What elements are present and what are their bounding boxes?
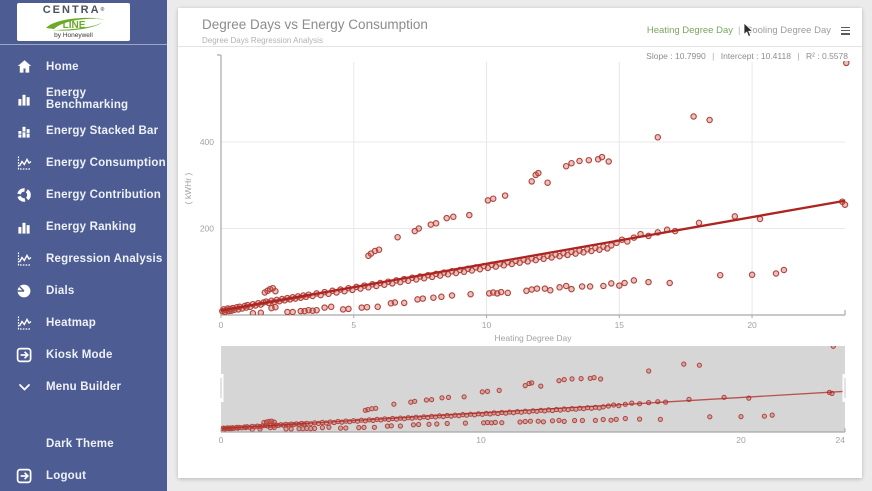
sidebar-item-regression-analysis[interactable]: Regression Analysis xyxy=(0,243,167,275)
svg-text:( kWHr ): ( kWHr ) xyxy=(183,173,193,205)
cooling-degree-day-link[interactable]: Cooling Degree Day xyxy=(745,25,831,36)
sidebar-item-energy-ranking[interactable]: Energy Ranking xyxy=(0,211,167,243)
home-icon xyxy=(14,58,34,76)
sidebar-item-dials[interactable]: Dials xyxy=(0,275,167,307)
svg-text:0: 0 xyxy=(219,435,224,445)
sidebar-item-home[interactable]: Home xyxy=(0,51,167,83)
brand-swoosh: LINE xyxy=(17,16,130,31)
sidebar-item-energy-consumption[interactable]: Energy Consumption xyxy=(0,147,167,179)
sidebar-item-label: Energy Contribution xyxy=(46,189,161,201)
svg-text:20: 20 xyxy=(747,320,757,330)
bar-chart-icon xyxy=(14,218,34,236)
stacked-bar-icon xyxy=(14,122,34,140)
heating-degree-day-link[interactable]: Heating Degree Day xyxy=(646,25,733,36)
sidebar-item-label: Energy Benchmarking xyxy=(46,87,129,111)
navigator-chart[interactable]: 0 10 20 24 xyxy=(178,344,862,448)
svg-text:10: 10 xyxy=(482,320,492,330)
chart-card: Degree Days vs Energy Consumption Degree… xyxy=(178,8,862,478)
sidebar-item-label: Energy Ranking xyxy=(46,221,137,233)
sidebar-item-label: Menu Builder xyxy=(46,381,122,393)
sidebar-item-energy-stacked-bar[interactable]: Energy Stacked Bar xyxy=(0,115,167,147)
sidebar-nav: Home Energy Benchmarking Energy Stacked Ba… xyxy=(0,51,167,403)
sidebar-item-dark-theme[interactable]: Dark Theme xyxy=(0,428,167,460)
svg-text:200: 200 xyxy=(200,224,214,234)
svg-text:20: 20 xyxy=(736,435,746,445)
sidebar-item-energy-benchmarking[interactable]: Energy Benchmarking xyxy=(0,83,167,115)
registered-mark: ® xyxy=(100,7,105,13)
svg-text:400: 400 xyxy=(200,137,214,147)
sidebar-item-label: Regression Analysis xyxy=(46,253,163,265)
page-subtitle: Degree Days Regression Analysis xyxy=(202,36,323,45)
degree-day-toggle: Heating Degree Day | Cooling Degree Day xyxy=(647,25,850,36)
main-scatter-chart[interactable]: 0 5 10 15 20 200 400 Heating Degree Day ( kWHr ) xyxy=(178,52,862,348)
svg-text:0: 0 xyxy=(219,320,224,330)
sidebar-divider xyxy=(0,44,167,45)
intercept-value: Intercept : 10.4118 xyxy=(720,51,791,61)
sidebar-item-label: Kiosk Mode xyxy=(46,349,113,361)
toggle-separator: | xyxy=(737,25,741,36)
brand-line-text: LINE xyxy=(62,20,85,31)
page-title: Degree Days vs Energy Consumption xyxy=(202,17,428,32)
r2-value: R² : 0.5578 xyxy=(805,51,848,61)
pie-icon xyxy=(14,282,34,300)
swoosh-icon: LINE xyxy=(45,17,104,31)
exit-icon xyxy=(14,346,34,364)
none xyxy=(14,435,34,453)
sidebar-item-label: Dials xyxy=(46,285,75,297)
sidebar-item-label: Energy Stacked Bar xyxy=(46,125,159,137)
donut-icon xyxy=(14,186,34,204)
sidebar-item-label: Logout xyxy=(46,470,87,482)
exit-icon xyxy=(14,467,34,485)
navigator-right-handle[interactable] xyxy=(842,374,848,402)
stats-separator: | xyxy=(797,51,800,61)
sidebar: CENTRA® LINE by Honeywell Home Energy Ben… xyxy=(0,0,167,491)
svg-text:24: 24 xyxy=(836,435,846,445)
line-chart-icon xyxy=(14,250,34,268)
sidebar-item-menu-builder[interactable]: Menu Builder xyxy=(0,371,167,403)
sidebar-item-label: Heatmap xyxy=(46,317,96,329)
sidebar-item-label: Dark Theme xyxy=(46,438,114,450)
svg-text:5: 5 xyxy=(351,320,356,330)
slope-value: Slope : 10.7990 xyxy=(646,51,706,61)
brand-logo: CENTRA® LINE by Honeywell xyxy=(17,3,130,41)
brand-name-text: CENTRA xyxy=(42,4,101,16)
regression-stats: Slope : 10.7990 | Intercept : 10.4118 | … xyxy=(646,51,848,61)
sidebar-item-label: Energy Consumption xyxy=(46,157,166,169)
bar-chart-icon xyxy=(14,90,34,108)
brand-name: CENTRA® xyxy=(17,5,130,16)
sidebar-item-energy-contribution[interactable]: Energy Contribution xyxy=(0,179,167,211)
sidebar-item-logout[interactable]: Logout xyxy=(0,460,167,491)
sidebar-nav-bottom: Dark Theme Logout xyxy=(0,428,167,491)
navigator-left-handle[interactable] xyxy=(218,374,224,402)
sidebar-item-heatmap[interactable]: Heatmap xyxy=(0,307,167,339)
svg-text:15: 15 xyxy=(615,320,625,330)
sidebar-item-kiosk-mode[interactable]: Kiosk Mode xyxy=(0,339,167,371)
brand-byline: by Honeywell xyxy=(54,32,93,39)
sidebar-item-label: Home xyxy=(46,61,79,73)
line-chart-icon xyxy=(14,314,34,332)
svg-text:Heating Degree Day: Heating Degree Day xyxy=(494,333,572,343)
hamburger-icon[interactable] xyxy=(841,26,850,35)
header-divider xyxy=(178,46,862,47)
chevron-down-icon xyxy=(14,378,34,396)
svg-text:10: 10 xyxy=(476,435,486,445)
stats-separator: | xyxy=(712,51,715,61)
line-chart-icon xyxy=(14,154,34,172)
